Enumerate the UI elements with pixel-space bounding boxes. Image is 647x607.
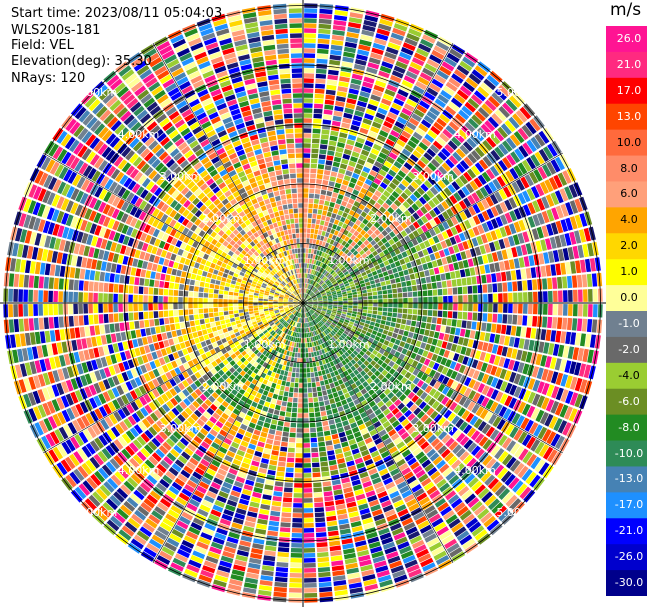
colorbar-swatch [606,285,647,312]
colorbar-tick-label: 26.0 [616,31,642,45]
azimuth-spoke [43,152,304,304]
colorbar-swatch [606,129,647,157]
azimuth-spoke [43,302,304,454]
azimuth-spoke [302,302,454,563]
colorbar-swatch [606,51,647,79]
colorbar-swatch [606,207,647,234]
colorbar-swatch [606,155,647,182]
azimuth-spoke [302,302,563,454]
azimuth-spoke [152,302,304,563]
range-ring-label: 1.00km [243,253,286,267]
range-ring-label: 1.00km [328,338,370,352]
range-ring-label: 5.00km [75,506,118,520]
azimuth-spoke [302,43,454,304]
range-ring-label: 3.00km [412,169,454,183]
start-time-label: Start time: 2023/08/11 05:04:03 [11,6,223,21]
colorbar-tick-label: 0.0 [620,291,638,305]
colorbar-units: m/s [610,0,642,20]
azimuth-spoke [302,152,563,304]
colorbar-tick-label: 4.0 [620,213,638,227]
colorbar-tick-label: -4.0 [618,368,640,382]
colorbar-tick-label: 8.0 [620,161,638,175]
range-ring-label: 2.00km [370,211,412,225]
colorbar-swatch [606,77,647,105]
colorbar-swatch [606,440,647,467]
colorbar-swatch [606,362,647,390]
nrays-label: NRays: 120 [11,71,86,86]
colorbar-tick-label: 10.0 [616,135,642,149]
colorbar-swatch [606,414,647,442]
range-ring-label: 4.00km [454,127,496,141]
colorbar-tick-label: -26.0 [614,550,644,564]
elevation-label: Elevation(deg): 35.30 [11,54,152,69]
range-ring-label: 5.00km [496,85,538,99]
colorbar-swatch [606,466,647,493]
colorbar-swatch [606,336,647,364]
range-ring-label: 4.00km [117,127,160,141]
colorbar-swatch [606,103,647,131]
colorbar-swatch [606,388,647,416]
colorbar-tick-label: -13.0 [614,472,644,486]
colorbar-swatch [606,570,647,596]
colorbar-tick-label: 21.0 [616,57,642,71]
range-ring-label: 3.00km [159,169,202,183]
colorbar-tick-label: -1.0 [618,316,640,330]
colorbar-tick-label: -2.0 [618,342,640,356]
azimuth-spoke [152,43,304,304]
range-ring-label: 3.00km [159,422,202,436]
colorbar-tick-label: 6.0 [620,187,638,201]
range-ring-label: 2.00km [370,380,412,394]
colorbar-tick-label: -30.0 [614,576,644,590]
colorbar-tick-label: 13.0 [616,109,642,123]
colorbar-tick-label: 17.0 [616,83,642,97]
colorbar-tick-label: -8.0 [618,420,640,434]
colorbar-swatch [606,492,647,519]
velocity-gates [3,3,603,603]
range-ring-label: 5.00km [496,506,538,520]
colorbar-swatch [606,544,647,571]
colorbar-tick-label: -10.0 [614,446,644,460]
colorbar-tick-label: -6.0 [618,394,640,408]
range-ring-label: 2.00km [201,380,244,394]
range-ring-label: 5.00km [75,85,118,99]
colorbar-swatch [606,26,647,53]
colorbar-swatch [606,259,647,286]
colorbar-tick-label: -17.0 [614,498,644,512]
range-ring-label: 4.00km [454,464,496,478]
colorbar-tick-label: -21.0 [614,524,644,538]
range-ring-label: 2.00km [201,211,244,225]
colorbar [606,26,647,596]
range-ring-label: 1.00km [328,253,370,267]
colorbar-tick-label: 1.0 [620,265,638,279]
range-ring-label: 3.00km [412,422,454,436]
colorbar-swatch [606,181,647,208]
colorbar-swatch [606,233,647,260]
colorbar-tick-label: 2.0 [620,239,638,253]
instrument-label: WLS200s-181 [11,23,101,38]
colorbar-swatch [606,518,647,545]
colorbar-swatch [606,311,647,338]
field-label: Field: VEL [11,38,74,53]
range-ring-label: 4.00km [117,464,160,478]
range-ring-label: 1.00km [243,338,286,352]
